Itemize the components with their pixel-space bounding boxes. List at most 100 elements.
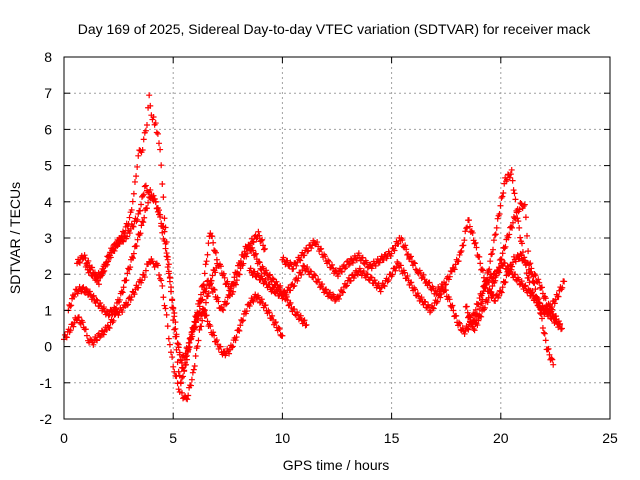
- data-point: [180, 373, 187, 380]
- series-trace-4: [82, 182, 220, 374]
- data-point: [489, 282, 496, 289]
- data-point: [152, 120, 159, 127]
- data-point: [134, 216, 141, 223]
- data-point: [446, 296, 453, 303]
- data-point: [404, 273, 411, 280]
- data-point: [139, 218, 146, 225]
- data-point: [556, 321, 563, 328]
- data-point: [458, 247, 465, 254]
- data-point: [471, 327, 478, 334]
- data-point: [240, 317, 247, 324]
- data-point: [525, 248, 532, 255]
- data-point: [221, 274, 228, 281]
- data-point: [418, 294, 425, 301]
- data-point: [466, 223, 473, 230]
- data-point: [512, 271, 519, 278]
- y-tick-label: 6: [44, 121, 52, 137]
- data-point: [202, 307, 209, 314]
- data-point: [335, 295, 342, 302]
- data-point: [282, 261, 289, 268]
- data-point: [204, 251, 211, 258]
- data-point: [105, 324, 112, 331]
- data-point: [429, 304, 436, 311]
- data-point: [142, 127, 149, 134]
- data-point: [188, 376, 195, 383]
- data-point: [321, 289, 328, 296]
- data-point: [539, 325, 546, 332]
- data-point: [197, 297, 204, 304]
- data-point: [461, 330, 468, 337]
- data-point: [169, 354, 176, 361]
- data-point: [203, 258, 210, 265]
- data-point: [222, 301, 229, 308]
- data-point: [95, 281, 102, 288]
- y-tick-label: 5: [44, 158, 52, 174]
- data-point: [482, 277, 489, 284]
- data-point: [380, 282, 387, 289]
- data-point: [311, 271, 318, 278]
- data-point: [414, 290, 421, 297]
- data-point: [371, 277, 378, 284]
- data-point: [516, 224, 523, 231]
- data-point: [283, 291, 290, 298]
- data-point: [549, 356, 556, 363]
- data-point: [506, 231, 513, 238]
- data-point: [193, 313, 200, 320]
- data-point: [141, 214, 148, 221]
- data-point: [212, 249, 219, 256]
- y-tick-label: 2: [44, 266, 52, 282]
- data-point: [420, 271, 427, 278]
- data-point: [208, 277, 215, 284]
- data-point: [127, 264, 134, 271]
- data-point: [529, 288, 536, 295]
- data-point: [217, 343, 224, 350]
- data-point: [163, 253, 170, 260]
- data-point: [116, 296, 123, 303]
- data-point: [70, 293, 77, 300]
- data-point: [538, 311, 545, 318]
- data-point: [535, 299, 542, 306]
- data-point: [76, 259, 83, 266]
- data-point: [312, 272, 319, 279]
- data-point: [509, 177, 516, 184]
- data-point: [250, 247, 257, 254]
- data-point: [258, 296, 265, 303]
- data-point: [139, 192, 146, 199]
- data-point: [182, 361, 189, 368]
- data-point: [173, 331, 180, 338]
- data-point: [202, 299, 209, 306]
- data-point: [105, 312, 112, 319]
- data-point: [478, 300, 485, 307]
- data-point: [450, 307, 457, 314]
- data-point: [204, 293, 211, 300]
- data-point: [268, 288, 275, 295]
- data-point: [329, 261, 336, 268]
- data-point: [269, 312, 276, 319]
- data-point: [296, 256, 303, 263]
- data-point: [228, 344, 235, 351]
- data-point: [528, 265, 535, 272]
- data-point: [175, 386, 182, 393]
- data-point: [456, 251, 463, 258]
- data-point: [437, 294, 444, 301]
- data-point: [299, 267, 306, 274]
- data-point: [133, 243, 140, 250]
- data-point: [343, 282, 350, 289]
- data-point: [228, 285, 235, 292]
- data-point: [273, 278, 280, 285]
- data-point: [332, 297, 339, 304]
- data-point: [506, 174, 513, 181]
- data-point: [540, 329, 547, 336]
- data-point: [279, 332, 286, 339]
- data-point: [372, 262, 379, 269]
- data-point: [124, 302, 131, 309]
- data-point: [90, 341, 97, 348]
- data-point: [212, 338, 219, 345]
- data-point: [176, 372, 183, 379]
- grid-lines: [64, 57, 610, 419]
- data-point: [229, 343, 236, 350]
- data-point: [490, 246, 496, 253]
- data-point: [161, 237, 168, 244]
- data-point: [455, 258, 462, 265]
